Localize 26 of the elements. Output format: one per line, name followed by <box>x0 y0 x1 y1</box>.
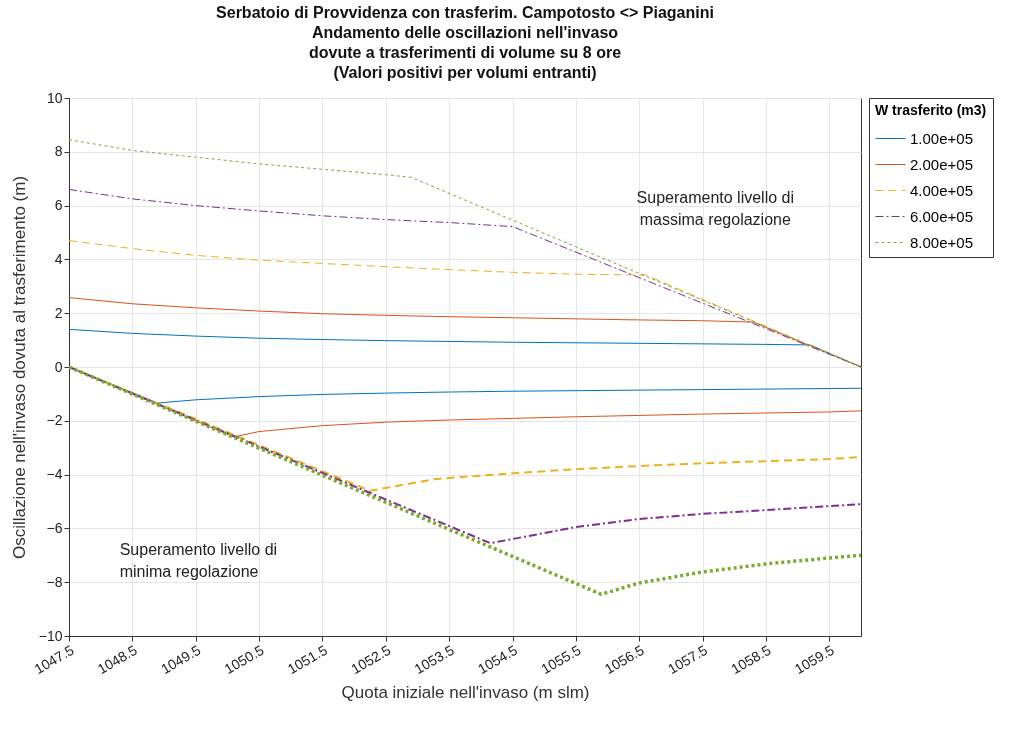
line-series <box>69 365 861 597</box>
legend-label: 4.00e+05 <box>910 181 973 199</box>
y-tick-label: −8 <box>46 573 63 590</box>
y-tick-label: −10 <box>38 627 63 644</box>
y-tick-label: 10 <box>46 89 63 106</box>
legend-title: W trasferito (m3) <box>875 102 987 118</box>
y-tick-label: −2 <box>46 412 63 429</box>
y-axis-title: Oscillazione nell'invaso dovuta al trasferimento (m) <box>9 175 29 560</box>
y-tick-label: 0 <box>54 358 63 375</box>
line-series <box>69 366 861 545</box>
annotation: Superamento livello di minima regolazione <box>119 540 278 580</box>
line-series <box>69 139 861 368</box>
y-tick-label: −4 <box>46 466 63 483</box>
y-tick-label: −6 <box>46 519 63 536</box>
legend-label: 2.00e+05 <box>910 155 973 173</box>
legend-label: 6.00e+05 <box>910 207 973 225</box>
y-tick-label: 8 <box>54 143 63 160</box>
x-axis-title: Quota iniziale nell'invaso (m slm) <box>341 683 590 703</box>
y-tick-label: 6 <box>54 197 63 214</box>
chart-title: Serbatoio di Provvidenza con trasferim. Campotosto <> Piaganini Andamento delle oscillazioni nell'invaso dovute a trasferimenti di volume su 8 ore (Valori positivi per volumi entranti) <box>216 4 714 81</box>
y-tick-label: 4 <box>54 250 63 267</box>
line-series <box>69 188 861 368</box>
annotation: Superamento livello di massima regolazione <box>636 188 794 228</box>
legend-label: 1.00e+05 <box>910 129 973 147</box>
legend-label: 8.00e+05 <box>910 233 973 251</box>
y-tick-label: 2 <box>54 304 63 321</box>
